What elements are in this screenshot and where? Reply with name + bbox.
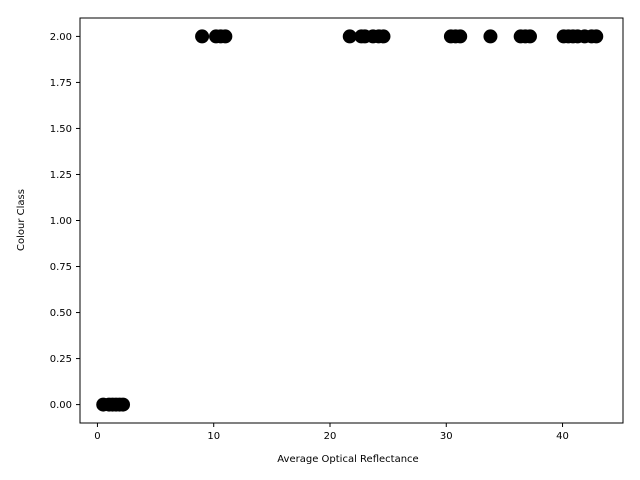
plot-area — [96, 29, 604, 412]
y-tick-label: 0.00 — [50, 400, 72, 411]
y-tick-label: 1.00 — [50, 216, 72, 227]
x-tick-label: 20 — [324, 431, 337, 442]
y-tick-label: 0.25 — [50, 354, 72, 365]
x-tick-label: 0 — [94, 431, 100, 442]
x-tick-label: 40 — [556, 431, 569, 442]
y-tick-label: 1.25 — [50, 170, 72, 181]
data-point — [522, 29, 537, 44]
y-tick-label: 2.00 — [50, 32, 72, 43]
x-tick-label: 30 — [440, 431, 453, 442]
y-tick-label: 0.50 — [50, 308, 72, 319]
y-axis-label: Colour Class — [16, 189, 27, 251]
data-point — [483, 29, 498, 44]
data-point — [589, 29, 604, 44]
x-axis-ticks: 0 10 20 30 40 — [94, 423, 569, 442]
y-tick-label: 1.50 — [50, 124, 72, 135]
x-tick-label: 10 — [207, 431, 220, 442]
y-tick-label: 0.75 — [50, 262, 72, 273]
data-point — [116, 397, 131, 412]
y-tick-label: 1.75 — [50, 78, 72, 89]
data-point — [453, 29, 468, 44]
y-axis-ticks: 0.00 0.25 0.50 0.75 1.00 1.25 1.50 1.75 2.00 — [50, 32, 80, 411]
axes-frame — [79, 17, 624, 424]
data-point — [342, 29, 357, 44]
x-axis-label: Average Optical Reflectance — [277, 454, 418, 465]
data-point — [195, 29, 210, 44]
data-point — [376, 29, 391, 44]
data-point — [218, 29, 233, 44]
